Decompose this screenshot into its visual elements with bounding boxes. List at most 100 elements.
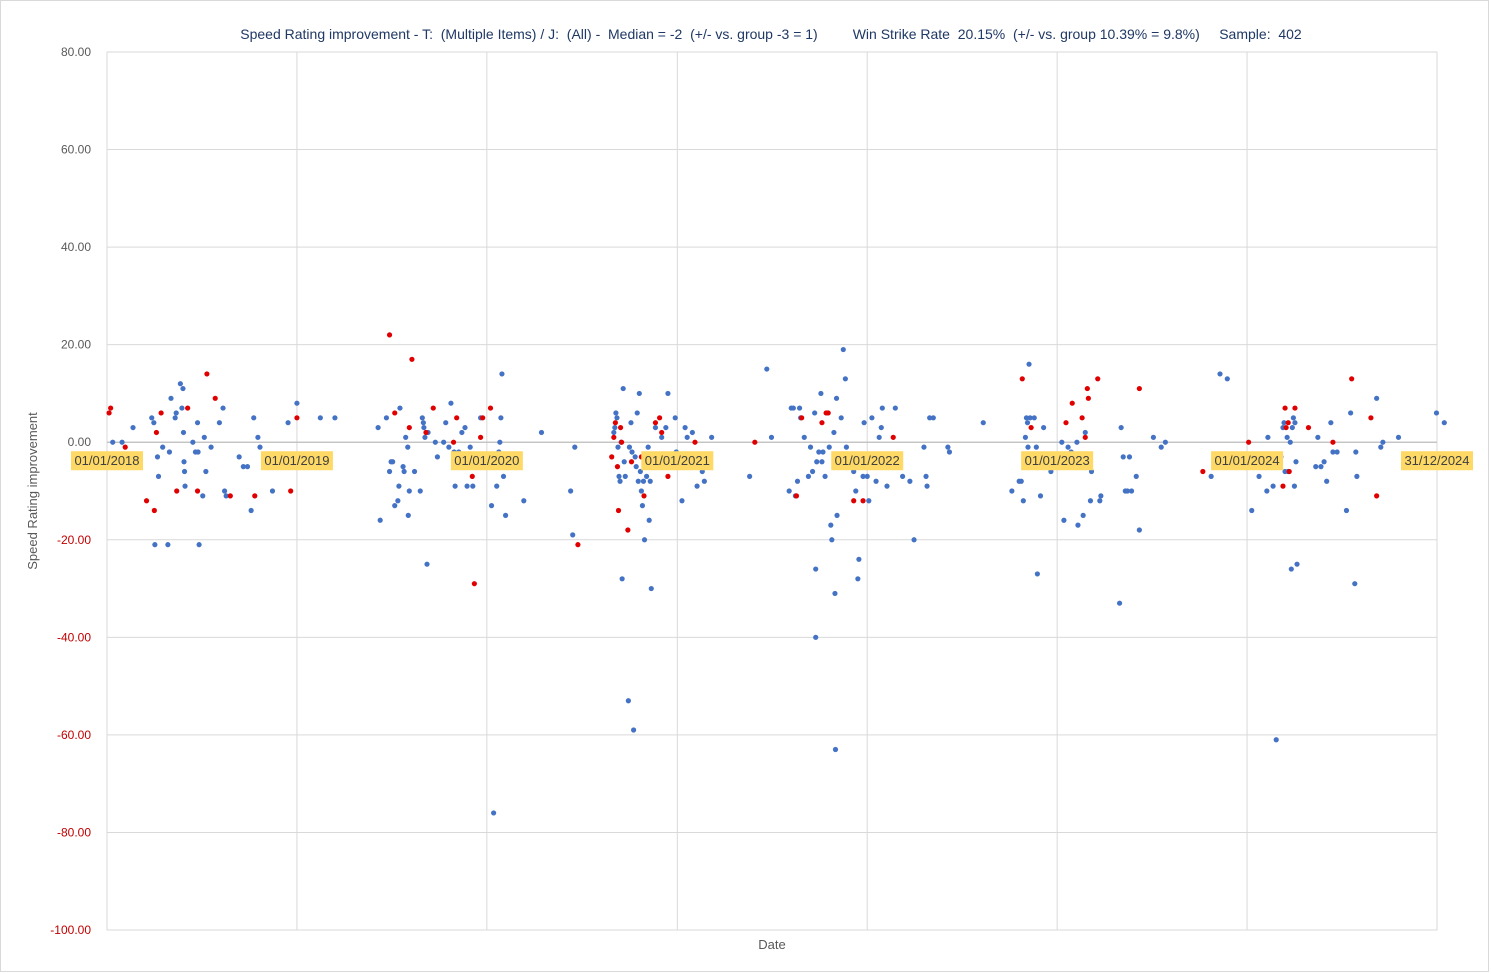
data-point-winner: [392, 410, 398, 416]
x-tick-label-background: [831, 451, 904, 471]
data-point: [196, 542, 202, 548]
data-point: [647, 478, 653, 484]
data-point-winner: [1349, 376, 1355, 382]
data-point: [813, 634, 819, 640]
data-point: [488, 503, 495, 509]
data-point-winner: [1283, 424, 1289, 431]
x-tick-label: 01/01/2018: [74, 453, 139, 468]
data-point: [390, 459, 396, 465]
data-point: [181, 468, 188, 475]
data-point-winner: [294, 415, 300, 421]
data-point-winner: [174, 488, 180, 494]
data-point: [1284, 434, 1290, 440]
data-point: [856, 556, 862, 562]
data-point: [179, 405, 185, 411]
data-point: [1293, 459, 1299, 465]
data-point: [151, 420, 157, 426]
data-point: [119, 439, 125, 445]
data-point: [747, 473, 753, 479]
data-point-winner: [614, 464, 621, 470]
data-point: [615, 444, 621, 450]
data-point-winner: [890, 434, 896, 440]
data-point: [1027, 415, 1033, 421]
data-point: [255, 434, 261, 440]
data-point: [652, 424, 659, 431]
data-point: [634, 410, 640, 416]
data-point: [635, 478, 641, 484]
data-point: [1433, 410, 1440, 416]
data-point: [884, 483, 890, 489]
data-point: [684, 434, 690, 440]
data-point-winner: [1282, 405, 1288, 411]
data-point: [801, 434, 807, 440]
data-point-winner: [825, 410, 831, 416]
data-point: [659, 434, 665, 440]
data-point: [424, 561, 430, 567]
data-point: [1249, 507, 1255, 514]
data-point: [568, 488, 574, 494]
x-tick-label-background: [641, 451, 714, 471]
data-point-winner: [1280, 483, 1286, 489]
data-point: [1292, 420, 1298, 426]
data-point: [1061, 517, 1067, 523]
data-point: [180, 385, 186, 392]
data-point: [377, 517, 383, 523]
data-point: [1334, 449, 1340, 455]
data-point: [672, 415, 678, 421]
data-point: [838, 415, 844, 421]
data-point: [1313, 464, 1319, 470]
data-point: [626, 444, 633, 450]
data-point: [621, 459, 627, 465]
data-point: [1018, 478, 1024, 484]
data-point: [829, 537, 835, 543]
data-point-winner: [151, 507, 157, 514]
data-point-winner: [1286, 468, 1292, 475]
data-point-winner: [575, 542, 581, 548]
data-point: [807, 444, 814, 450]
data-point: [1009, 488, 1015, 494]
data-point-winner: [1082, 434, 1088, 440]
data-point: [1150, 434, 1157, 440]
data-point-winner: [1292, 405, 1298, 411]
data-point: [208, 444, 214, 450]
y-tick-label: -40.00: [57, 630, 91, 644]
data-point: [434, 454, 441, 460]
data-point: [1353, 449, 1359, 455]
data-point: [441, 439, 447, 445]
data-point: [805, 473, 812, 479]
data-point-winner: [1330, 439, 1336, 445]
data-point: [499, 371, 505, 377]
data-point-winner: [469, 473, 475, 479]
data-point-winner: [430, 405, 436, 411]
data-point: [248, 507, 254, 514]
x-axis-label: Date: [758, 937, 785, 952]
data-point-winner: [819, 420, 825, 426]
data-point: [833, 395, 840, 401]
data-point: [1289, 424, 1295, 431]
data-point-winner: [625, 527, 631, 533]
data-point: [190, 439, 196, 445]
data-point: [1441, 420, 1447, 426]
data-point: [1330, 449, 1336, 455]
data-point: [1075, 522, 1081, 528]
data-point-winner: [252, 493, 258, 499]
data-point: [375, 424, 381, 431]
data-point: [873, 478, 879, 484]
data-point-winner: [487, 405, 494, 411]
data-point: [1034, 571, 1040, 577]
data-point-winner: [628, 459, 635, 465]
data-point: [1124, 488, 1130, 494]
data-point: [417, 488, 423, 494]
data-point-winner: [158, 410, 164, 416]
data-point: [1288, 566, 1294, 572]
data-point: [980, 420, 986, 426]
data-point: [701, 478, 707, 484]
data-point-winner: [1079, 415, 1085, 421]
data-point: [613, 410, 619, 416]
data-point: [1037, 493, 1044, 499]
data-point: [570, 532, 576, 538]
data-point-winner: [122, 444, 128, 450]
data-point: [240, 464, 246, 470]
x-tick-label-background: [260, 451, 333, 471]
data-point: [794, 478, 801, 484]
